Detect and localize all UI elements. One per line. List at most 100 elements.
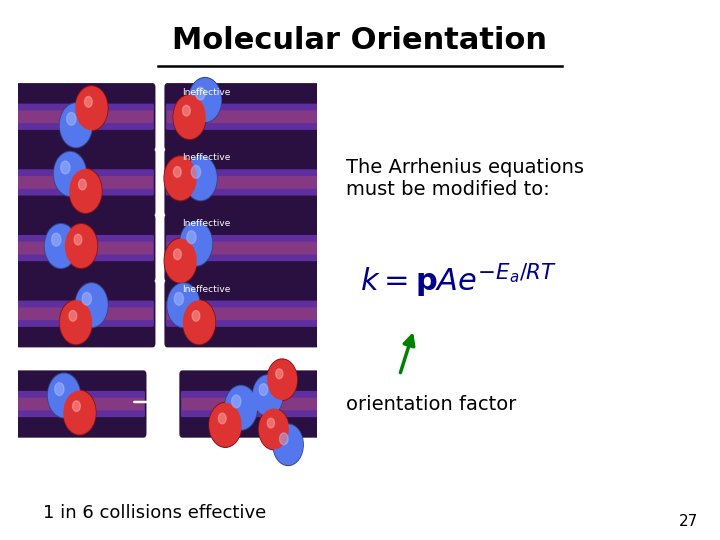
Circle shape [55, 383, 64, 395]
Circle shape [78, 179, 86, 190]
Circle shape [174, 166, 181, 177]
Circle shape [165, 239, 196, 282]
FancyBboxPatch shape [17, 110, 153, 123]
Text: Effective: Effective [37, 451, 77, 460]
Circle shape [55, 152, 86, 195]
Circle shape [180, 221, 212, 266]
Circle shape [253, 376, 282, 415]
Circle shape [181, 222, 212, 265]
Circle shape [82, 292, 91, 305]
Text: Ineffective: Ineffective [182, 219, 230, 228]
FancyBboxPatch shape [15, 370, 146, 438]
FancyBboxPatch shape [17, 104, 154, 130]
Circle shape [84, 97, 92, 107]
Circle shape [274, 425, 302, 464]
Circle shape [267, 359, 297, 401]
Circle shape [279, 433, 288, 445]
Text: Ineffective: Ineffective [182, 87, 230, 97]
Circle shape [48, 373, 81, 418]
Circle shape [45, 224, 77, 268]
Circle shape [232, 395, 241, 408]
Circle shape [182, 105, 190, 116]
FancyBboxPatch shape [17, 391, 145, 417]
Circle shape [174, 249, 181, 260]
Circle shape [225, 387, 256, 429]
Circle shape [174, 96, 205, 138]
Circle shape [60, 104, 91, 147]
Circle shape [54, 151, 86, 196]
FancyBboxPatch shape [167, 176, 318, 189]
Circle shape [196, 87, 205, 100]
Circle shape [60, 103, 92, 148]
Circle shape [69, 310, 77, 321]
Circle shape [218, 413, 226, 424]
FancyBboxPatch shape [17, 242, 153, 254]
Circle shape [164, 238, 197, 283]
Circle shape [167, 283, 200, 328]
Circle shape [183, 300, 215, 345]
Circle shape [267, 418, 274, 428]
Circle shape [192, 310, 200, 321]
FancyBboxPatch shape [167, 242, 318, 254]
FancyBboxPatch shape [15, 148, 156, 216]
Circle shape [45, 225, 76, 267]
Circle shape [210, 403, 241, 446]
Circle shape [165, 157, 196, 200]
Circle shape [259, 409, 288, 449]
Circle shape [64, 391, 95, 434]
Circle shape [67, 112, 76, 125]
FancyBboxPatch shape [15, 214, 156, 282]
Text: Ineffective: Ineffective [182, 153, 230, 163]
Circle shape [48, 374, 79, 417]
FancyBboxPatch shape [17, 176, 153, 189]
Circle shape [184, 301, 215, 343]
Circle shape [225, 386, 257, 430]
FancyBboxPatch shape [17, 397, 144, 410]
FancyBboxPatch shape [164, 214, 320, 282]
Text: Molecular Orientation: Molecular Orientation [173, 26, 547, 55]
Circle shape [174, 94, 206, 139]
Circle shape [184, 156, 217, 201]
Circle shape [164, 156, 197, 201]
Text: $\mathit{k} = \mathbf{p}\mathit{A}e^{-E_a/RT}$: $\mathit{k} = \mathbf{p}\mathit{A}e^{-E_… [360, 261, 557, 300]
FancyBboxPatch shape [164, 280, 320, 347]
FancyBboxPatch shape [166, 104, 318, 130]
Circle shape [76, 87, 107, 130]
FancyBboxPatch shape [17, 169, 154, 195]
FancyBboxPatch shape [166, 301, 318, 327]
FancyBboxPatch shape [15, 280, 156, 347]
Circle shape [273, 424, 303, 465]
Circle shape [60, 300, 92, 345]
Circle shape [185, 157, 216, 200]
FancyBboxPatch shape [179, 370, 320, 438]
Circle shape [192, 165, 201, 178]
FancyBboxPatch shape [164, 148, 320, 216]
FancyBboxPatch shape [164, 83, 320, 151]
Circle shape [73, 401, 81, 411]
FancyBboxPatch shape [17, 307, 153, 320]
Circle shape [276, 369, 283, 379]
Circle shape [70, 170, 101, 212]
Text: The Arrhenius equations
must be modified to:: The Arrhenius equations must be modified… [346, 158, 584, 199]
Circle shape [75, 86, 108, 131]
FancyBboxPatch shape [17, 235, 154, 261]
Text: Ineffective: Ineffective [182, 285, 230, 294]
Circle shape [209, 402, 242, 447]
Circle shape [69, 168, 102, 213]
FancyBboxPatch shape [167, 307, 318, 320]
Circle shape [189, 79, 220, 122]
Circle shape [74, 234, 82, 245]
Circle shape [52, 233, 61, 246]
FancyBboxPatch shape [15, 83, 156, 151]
Circle shape [168, 284, 199, 327]
FancyBboxPatch shape [166, 169, 318, 195]
FancyBboxPatch shape [167, 110, 318, 123]
Circle shape [75, 283, 108, 328]
Circle shape [60, 301, 91, 343]
FancyBboxPatch shape [166, 235, 318, 261]
Text: 1 in 6 collisions effective: 1 in 6 collisions effective [43, 504, 266, 522]
Circle shape [66, 225, 96, 267]
Circle shape [65, 224, 97, 268]
FancyBboxPatch shape [181, 397, 318, 410]
FancyBboxPatch shape [181, 391, 318, 417]
